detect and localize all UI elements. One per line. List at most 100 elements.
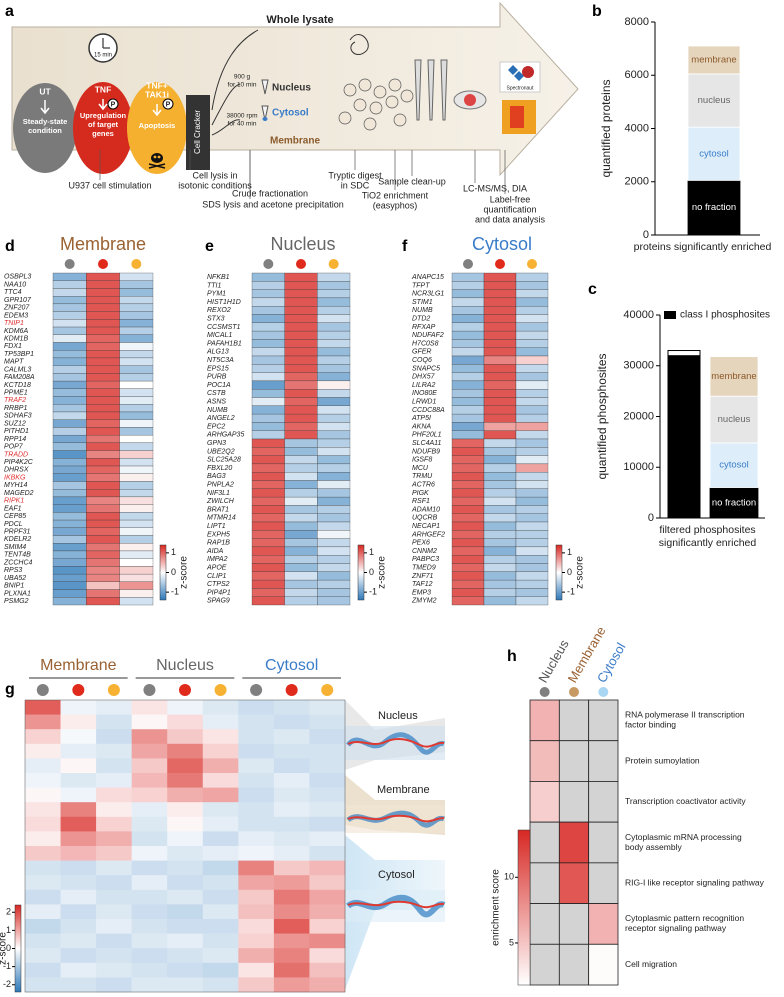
- heatmap-cell: [25, 962, 61, 978]
- heatmap-cell: [86, 404, 120, 413]
- heatmap-cell: [451, 281, 485, 290]
- heatmap-cell: [483, 579, 517, 589]
- heatmap-cell: [317, 472, 351, 481]
- gene-label: RAP1B: [207, 540, 230, 547]
- heatmap-cell: [167, 962, 204, 978]
- heatmap-cell: [284, 272, 318, 282]
- colorbar: [159, 544, 167, 601]
- colorbar-tick-label: 1: [6, 925, 11, 935]
- panel-label: h: [507, 648, 517, 665]
- heatmap-cell: [284, 306, 318, 315]
- heatmap-cell: [52, 388, 87, 397]
- heatmap-cell: [451, 538, 485, 548]
- heatmap-cell: [131, 729, 168, 745]
- heatmap-cell: [284, 413, 318, 423]
- heatmap-cell: [451, 447, 485, 456]
- spin-condition: for 40 min: [228, 121, 257, 128]
- heatmap-cell: [483, 306, 517, 315]
- heatmap-cell: [202, 962, 239, 978]
- heatmap-cell: [284, 588, 318, 597]
- heatmap-cell: [96, 889, 132, 905]
- heatmap-cell: [167, 743, 204, 759]
- heatmap-cell: [251, 455, 285, 465]
- heatmap-cell: [86, 489, 120, 498]
- heatmap-cell: [273, 729, 310, 745]
- heatmap-cell: [86, 458, 120, 467]
- heatmap-cell: [119, 334, 154, 343]
- heatmap-cell-empty: [529, 943, 560, 986]
- heatmap-cell: [515, 281, 549, 290]
- fraction-label: Cytosol: [272, 108, 309, 119]
- gene-label: EDEM3: [4, 312, 28, 319]
- heatmap-cell: [119, 404, 154, 413]
- heatmap-cell-empty: [529, 903, 560, 945]
- heatmap-cell: [317, 355, 351, 365]
- condition-dot: [463, 259, 473, 269]
- gene-label: KDELR2: [4, 536, 31, 543]
- heatmap-cell: [60, 714, 97, 730]
- heatmap-cell: [86, 350, 120, 359]
- legend-label: class I phosphosites: [680, 310, 770, 321]
- heatmap-cell: [251, 281, 285, 290]
- segment-label: cytosol: [719, 460, 749, 471]
- heatmap-cell: [131, 773, 168, 788]
- colorbar: [517, 829, 531, 986]
- heatmap-cell: [202, 787, 239, 803]
- gene-label: ATP5I: [411, 415, 431, 422]
- heatmap-cell: [119, 342, 154, 351]
- heatmap-cell: [86, 272, 120, 281]
- heatmap-cell: [483, 496, 517, 506]
- heatmap-cell: [309, 743, 346, 759]
- gene-label: EXPH5: [207, 531, 230, 538]
- heatmap-cell: [251, 588, 285, 597]
- gene-label: NDUFB9: [412, 448, 440, 455]
- colorbar-tick-label: 5: [509, 937, 514, 947]
- column-dot: [598, 687, 609, 697]
- heatmap-cell: [52, 496, 87, 505]
- heatmap-cell: [131, 802, 168, 818]
- gene-label: PABPC3: [412, 556, 439, 563]
- heatmap-cell: [273, 816, 310, 832]
- heatmap-cell: [119, 504, 154, 513]
- heatmap-cell: [317, 513, 351, 523]
- heatmap-cell: [86, 288, 120, 297]
- heatmap-cell-empty: [588, 862, 619, 904]
- gene-label: ZMYM2: [411, 598, 437, 605]
- heatmap-cell: [86, 597, 120, 606]
- gene-label: UBA52: [4, 575, 26, 582]
- gene-label: DHX57: [412, 374, 436, 381]
- heatmap-cell: [284, 297, 318, 307]
- segment-label: nucleus: [718, 414, 751, 425]
- heatmap-cell: [309, 831, 346, 847]
- gene-label: GPN3: [207, 440, 226, 447]
- heatmap-cell: [52, 419, 87, 428]
- colorbar-tick-label: 10: [504, 872, 514, 882]
- heatmap-cell: [317, 413, 351, 423]
- heatmap-cell: [483, 272, 517, 282]
- heatmap-cell: [86, 280, 120, 289]
- heatmap-cell: [284, 496, 318, 506]
- heatmap-cell: [451, 397, 485, 406]
- heatmap-cell: [251, 430, 285, 440]
- heatmap-cell: [238, 933, 275, 949]
- condition-effect: condition: [28, 126, 62, 135]
- gene-label: PITHD1: [4, 428, 29, 435]
- heatmap-cell: [558, 862, 590, 904]
- gene-label: RPP14: [4, 436, 26, 443]
- heatmap-cell: [483, 330, 517, 340]
- heatmap-cell: [119, 350, 154, 359]
- condition-dot: [36, 684, 49, 696]
- heatmap-cell: [119, 597, 154, 606]
- gene-label: EPS15: [207, 365, 229, 372]
- heatmap-cell: [451, 272, 485, 282]
- heatmap-cell: [451, 322, 485, 332]
- panel-label: b: [592, 3, 602, 20]
- heatmap-cell: [451, 588, 485, 597]
- heatmap-cell: [529, 699, 560, 742]
- heatmap-cell: [451, 289, 485, 299]
- colorbar-tick-label: 1: [567, 547, 572, 557]
- y-tick-label: 30000: [623, 360, 654, 372]
- heatmap-cell: [52, 597, 87, 606]
- heatmap-cell: [273, 700, 310, 715]
- heatmap-cell: [451, 438, 485, 448]
